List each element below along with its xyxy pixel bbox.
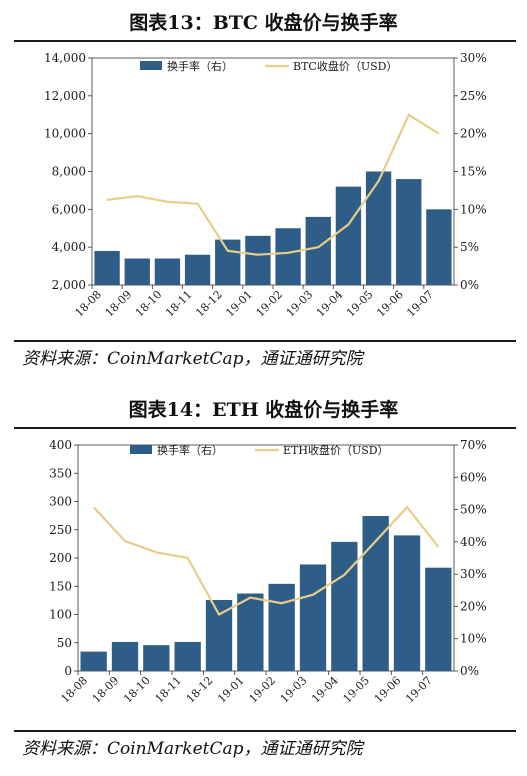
right-tick-label: 30% <box>460 567 487 581</box>
turnover-bar <box>396 179 422 285</box>
turnover-bar <box>80 651 107 671</box>
close-price-line <box>106 113 440 256</box>
right-tick-label: 50% <box>460 503 487 517</box>
turnover-bar <box>268 583 295 671</box>
right-tick-label: 15% <box>460 165 487 179</box>
right-tick-label: 0% <box>460 664 479 678</box>
left-tick-label: 400 <box>49 438 72 452</box>
legend-label-line: ETH收盘价（USD） <box>283 443 389 457</box>
turnover-bar <box>245 235 271 285</box>
turnover-bar <box>305 216 331 285</box>
x-tick-label: 19-06 <box>372 674 404 706</box>
figure-title-14: 图表14：ETH 收盘价与换手率 <box>128 399 399 421</box>
turnover-bar <box>184 254 211 285</box>
right-tick-label: 30% <box>460 51 487 65</box>
source-note-2: 资料来源：CoinMarketCap，通证通研究院 <box>22 739 363 759</box>
turnover-bar <box>275 228 301 285</box>
title-rule-top-1 <box>14 40 516 42</box>
x-tick-label: 19-04 <box>314 288 346 320</box>
turnover-bar <box>426 209 452 285</box>
turnover-bar <box>174 641 201 671</box>
right-tick-label: 20% <box>460 127 487 141</box>
right-tick-label: 25% <box>460 89 487 103</box>
x-tick-label: 19-01 <box>215 674 247 706</box>
x-tick-label: 18-10 <box>133 288 165 320</box>
x-tick-label: 18-09 <box>90 674 122 706</box>
left-tick-label: 4,000 <box>52 240 86 254</box>
left-tick-label: 300 <box>49 495 72 509</box>
legend-label-bar: 换手率（右） <box>157 443 223 457</box>
btc-chart: 14,000 12,000 10,000 8,000 6,000 4,000 2,000 30… <box>44 51 487 320</box>
close-price-line <box>92 505 440 616</box>
left-tick-label: 0 <box>64 664 72 678</box>
right-tick-label: 5% <box>460 240 479 254</box>
turnover-bar <box>111 641 139 671</box>
x-tick-label: 18-08 <box>59 674 91 706</box>
left-tick-label: 150 <box>49 579 72 593</box>
x-tick-label: 18-11 <box>163 288 195 320</box>
legend-label-line: BTC收盘价（USD） <box>293 59 397 73</box>
left-tick-label: 14,000 <box>44 51 86 65</box>
turnover-bar <box>94 250 120 285</box>
turnover-bar <box>205 599 233 671</box>
turnover-bar <box>299 564 327 671</box>
turnover-bar <box>331 541 358 671</box>
x-tick-label: 19-03 <box>278 674 310 706</box>
turnover-bar <box>143 645 170 671</box>
left-tick-label: 10,000 <box>44 127 86 141</box>
left-tick-label: 250 <box>49 523 72 537</box>
left-tick-label: 2,000 <box>52 278 86 292</box>
source-rule-2 <box>14 730 516 732</box>
x-tick-label: 19-02 <box>254 288 286 320</box>
right-tick-label: 70% <box>460 438 487 452</box>
left-tick-label: 12,000 <box>44 89 86 103</box>
left-tick-label: 8,000 <box>52 165 86 179</box>
turnover-bar <box>425 567 452 671</box>
title-rule-top-2 <box>14 427 516 429</box>
source-note-1: 资料来源：CoinMarketCap，通证通研究院 <box>22 349 363 369</box>
source-rule-1 <box>14 340 516 342</box>
x-tick-label: 19-05 <box>344 288 376 320</box>
legend-swatch-bar <box>140 61 162 70</box>
eth-chart: 400 350 300 250 200 150 100 50 0 70% 60% 50% 40% 30% 2… <box>49 438 487 706</box>
left-tick-label: 50 <box>57 636 72 650</box>
x-tick-label: 18-09 <box>103 288 135 320</box>
right-tick-label: 0% <box>460 278 479 292</box>
right-tick-label: 10% <box>460 632 487 646</box>
turnover-bar <box>335 186 362 285</box>
x-tick-label: 18-12 <box>184 674 216 706</box>
turnover-bar <box>365 171 392 285</box>
x-tick-label: 19-02 <box>247 674 279 706</box>
left-tick-label: 200 <box>49 551 72 565</box>
x-tick-label: 19-07 <box>404 288 436 320</box>
right-tick-label: 60% <box>460 470 487 484</box>
x-tick-label: 19-06 <box>374 288 406 320</box>
turnover-bar <box>237 593 264 671</box>
right-tick-label: 40% <box>460 535 487 549</box>
turnover-bar <box>393 535 421 671</box>
legend-label-bar: 换手率（右） <box>167 59 233 73</box>
x-tick-label: 18-12 <box>193 288 225 320</box>
left-tick-label: 350 <box>49 466 72 480</box>
x-tick-label: 19-07 <box>403 674 435 706</box>
turnover-bar <box>124 258 150 285</box>
turnover-bar <box>215 239 241 285</box>
left-tick-label: 100 <box>49 608 72 622</box>
left-tick-label: 6,000 <box>52 202 86 216</box>
x-tick-label: 19-04 <box>309 674 341 706</box>
x-tick-label: 18-11 <box>153 674 185 706</box>
x-tick-label: 18-08 <box>73 288 105 320</box>
figure-title-13: 图表13：BTC 收盘价与换手率 <box>129 12 398 34</box>
x-tick-label: 18-10 <box>121 674 153 706</box>
x-tick-label: 19-05 <box>341 674 373 706</box>
right-tick-label: 10% <box>460 202 487 216</box>
x-tick-label: 19-01 <box>223 288 255 320</box>
right-tick-label: 20% <box>460 599 487 613</box>
x-tick-label: 19-03 <box>284 288 316 320</box>
legend-swatch-bar <box>130 445 152 454</box>
turnover-bar <box>362 516 389 671</box>
turnover-bar <box>154 258 181 285</box>
